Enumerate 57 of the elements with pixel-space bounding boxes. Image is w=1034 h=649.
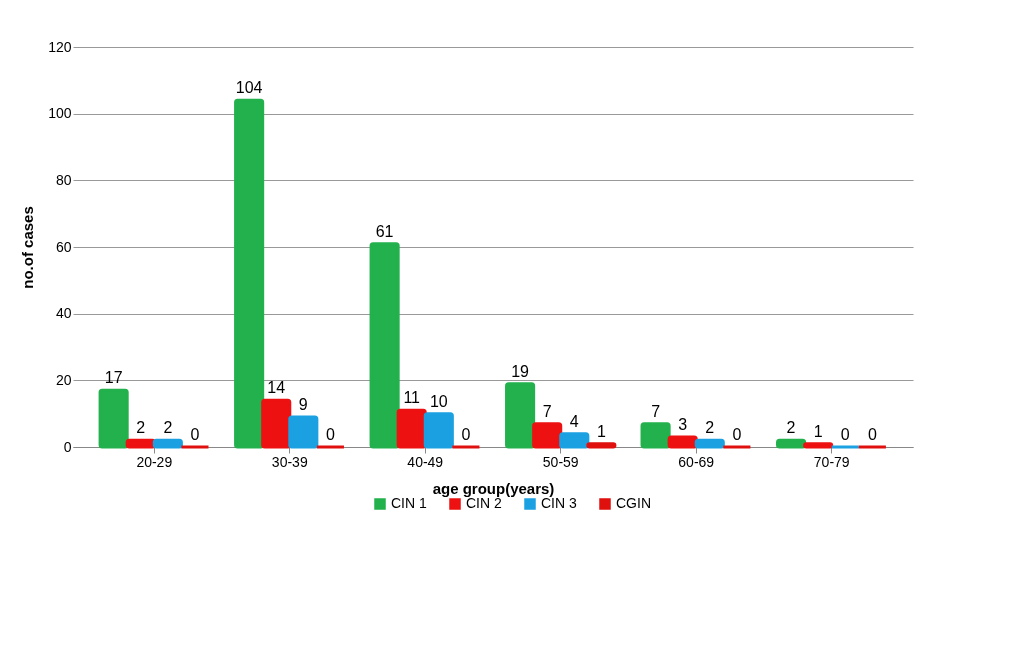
bar (396, 408, 427, 449)
bar (532, 422, 563, 449)
data-label: 0 (732, 426, 742, 443)
bar (234, 98, 265, 449)
bar (559, 432, 590, 449)
bar (288, 415, 319, 449)
data-label: 104 (235, 79, 263, 97)
data-label: 19 (511, 362, 530, 380)
data-label: 2 (136, 419, 146, 437)
y-tick-label: 0 (63, 438, 72, 455)
x-tick-label: 20-29 (136, 453, 173, 470)
legend-label: CIN 1 (391, 495, 427, 511)
bar (369, 242, 400, 449)
x-tick-label: 60-69 (678, 453, 715, 470)
data-label: 17 (104, 369, 123, 387)
x-tick-label: 40-49 (407, 453, 444, 470)
bar (694, 438, 725, 449)
x-tick-label: 70-79 (813, 453, 850, 470)
data-label: 7 (651, 402, 661, 420)
data-label: 0 (840, 426, 850, 443)
data-label: 4 (569, 412, 579, 430)
y-axis-title: no.of cases (19, 206, 37, 289)
bar (776, 438, 807, 449)
bar (505, 382, 536, 449)
y-tick-label: 80 (55, 171, 72, 188)
x-axis-title: age group(years) (432, 479, 555, 497)
data-label: 0 (190, 426, 200, 443)
y-tick-label: 100 (48, 105, 72, 122)
data-label: 2 (163, 419, 173, 437)
data-label: 9 (298, 396, 308, 413)
y-tick-label: 60 (55, 238, 72, 255)
data-label: 2 (786, 419, 796, 437)
data-label: 61 (375, 222, 394, 240)
bar (125, 438, 156, 449)
data-label: 0 (325, 426, 335, 443)
x-tick-label: 30-39 (271, 453, 308, 470)
bar (667, 435, 698, 449)
y-tick-label: 120 (48, 38, 72, 55)
data-label: 11 (403, 389, 421, 407)
data-label: 10 (429, 392, 448, 410)
bar (423, 412, 454, 449)
data-label: 3 (678, 416, 688, 433)
legend-label: CGIN (616, 495, 651, 511)
bar (261, 398, 292, 449)
bar (640, 422, 671, 449)
data-label: 2 (705, 419, 715, 437)
y-tick-label: 40 (55, 305, 72, 322)
data-label: 7 (542, 402, 552, 420)
y-tick-label: 20 (55, 371, 72, 388)
data-label: 14 (267, 379, 286, 397)
data-label: 0 (461, 426, 471, 443)
bar (98, 388, 129, 449)
x-tick-label: 50-59 (542, 453, 579, 470)
data-label: 0 (867, 426, 877, 443)
data-label: 1 (596, 422, 606, 440)
bar (152, 438, 183, 449)
data-label: 1 (813, 422, 823, 440)
